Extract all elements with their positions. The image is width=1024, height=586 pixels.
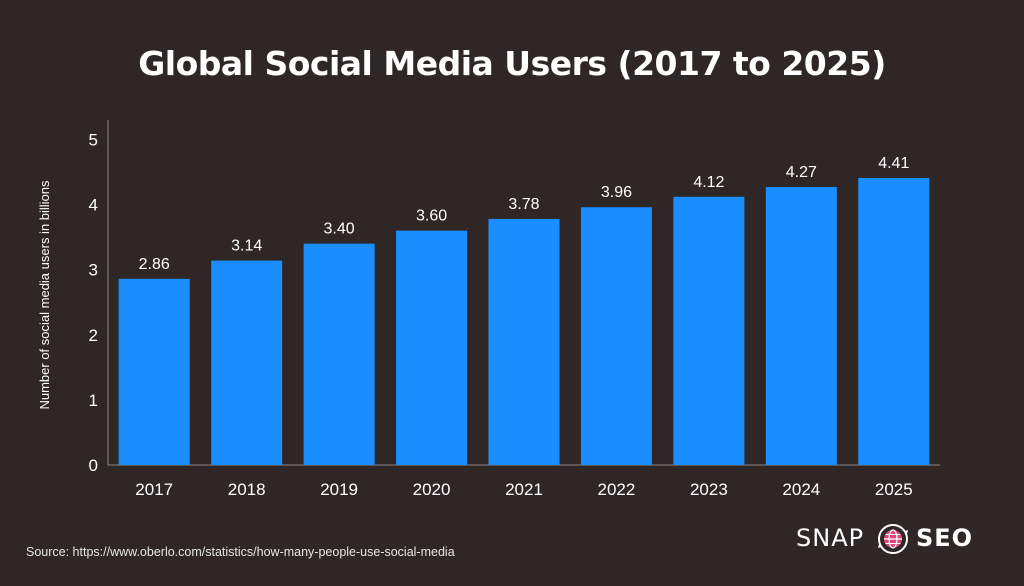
brand-word-seo: SEO (916, 524, 974, 552)
y-tick-label: 1 (89, 391, 98, 410)
source-note: Source: https://www.oberlo.com/statistic… (26, 545, 455, 559)
bar (396, 230, 468, 465)
bar (303, 243, 375, 465)
x-tick-label: 2024 (782, 480, 820, 499)
y-tick-label: 5 (89, 131, 98, 150)
chart-title: Global Social Media Users (2017 to 2025) (138, 44, 886, 83)
y-tick-label: 2 (89, 326, 98, 345)
x-tick-label: 2025 (875, 480, 913, 499)
x-tick-label: 2019 (320, 480, 358, 499)
bar-value-label: 2.86 (139, 256, 170, 273)
globe-refresh-icon (878, 524, 908, 554)
bar (118, 278, 190, 465)
y-tick-label: 3 (89, 261, 98, 280)
bar-value-label: 3.40 (324, 221, 355, 238)
x-tick-label: 2021 (505, 480, 543, 499)
brand-word-snap: SNAP (796, 524, 865, 552)
bar (673, 196, 745, 465)
bar (488, 218, 560, 465)
bar-value-label: 3.78 (508, 196, 539, 213)
x-tick-label: 2020 (413, 480, 451, 499)
x-axis-tick-labels: 2017 2018 2019 2020 2021 2022 2023 2024 2025 (135, 480, 912, 499)
bar (858, 177, 930, 465)
x-tick-label: 2018 (228, 480, 266, 499)
bar-value-label: 3.96 (601, 184, 632, 201)
x-tick-label: 2023 (690, 480, 728, 499)
bar-value-label: 4.41 (878, 155, 909, 172)
bar-value-label: 3.60 (416, 208, 447, 225)
y-tick-label: 4 (89, 196, 98, 215)
bar-value-label: 4.27 (786, 164, 817, 181)
bar-value-label: 4.12 (693, 174, 724, 191)
y-axis-label: Number of social media users in billions (37, 180, 52, 410)
bar (765, 187, 837, 465)
bar-value-label: 3.14 (231, 238, 262, 255)
x-tick-label: 2017 (135, 480, 173, 499)
bars (118, 177, 930, 465)
bar (211, 260, 283, 465)
x-tick-label: 2022 (598, 480, 636, 499)
bar-value-labels: 2.86 3.14 3.40 3.60 3.78 3.96 4.12 4.27 4.41 (139, 155, 910, 273)
bar (580, 207, 652, 465)
y-tick-label: 0 (89, 456, 98, 475)
brand-logo: SNAP SEO (796, 520, 996, 560)
